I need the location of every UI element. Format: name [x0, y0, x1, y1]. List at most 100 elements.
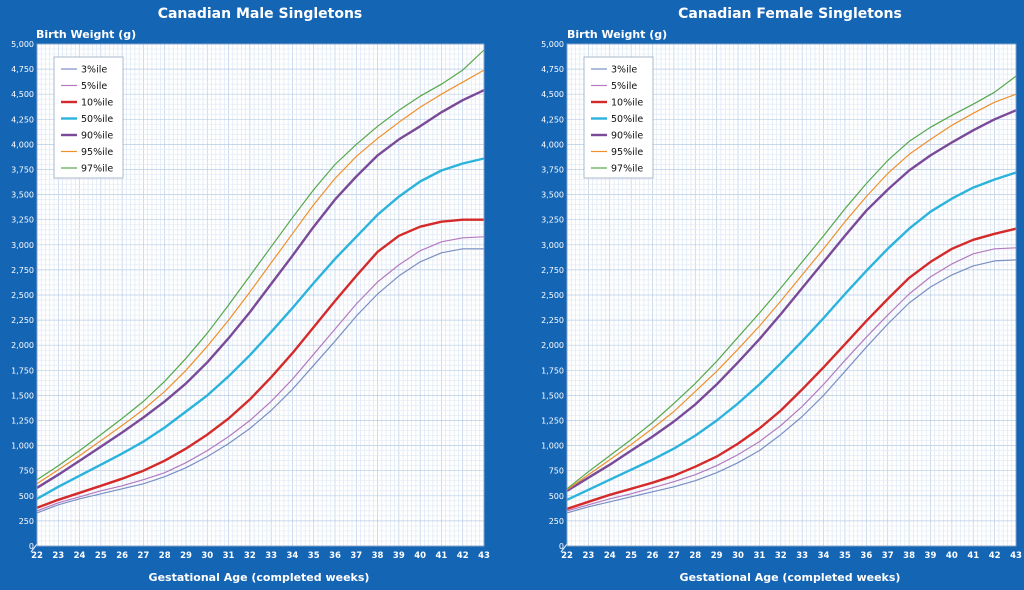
- y-tick-label: 2,250: [541, 316, 564, 325]
- y-tick-label: 4,750: [11, 65, 34, 74]
- y-tick-label: 1,250: [11, 417, 34, 426]
- x-tick-label: 38: [903, 551, 915, 561]
- x-tick-label: 31: [223, 551, 235, 561]
- x-tick-label: 34: [818, 551, 830, 561]
- y-tick-label: 1,500: [541, 391, 564, 400]
- y-tick-label: 1,750: [541, 366, 564, 375]
- y-tick-label: 500: [19, 492, 34, 501]
- axis-break-mark: [30, 543, 38, 553]
- y-tick-label: 4,500: [11, 90, 34, 99]
- y-tick-labels: 0 250 500 750 1,000 1,250 1,500 1,750 2,000 2,250…: [11, 40, 34, 551]
- x-tick-label: 26: [647, 551, 659, 561]
- x-tick-label: 27: [138, 551, 150, 561]
- series-line-10pct: [566, 227, 1017, 511]
- x-tick-label: 43: [478, 551, 490, 561]
- x-tick-label: 41: [436, 551, 448, 561]
- x-tick-label: 39: [393, 551, 405, 561]
- x-tick-label: 37: [882, 551, 894, 561]
- plot-border: [566, 43, 1017, 547]
- x-tick-label: 40: [946, 551, 958, 561]
- x-tick-label: 22: [561, 551, 573, 561]
- series-lines: [566, 75, 1017, 514]
- series-line-95pct: [36, 69, 485, 485]
- y-tick-label: 2,500: [541, 291, 564, 300]
- series-line-5pct: [36, 236, 485, 512]
- x-tick-label: 41: [967, 551, 979, 561]
- x-axis-label: Gestational Age (completed weeks): [680, 571, 901, 584]
- y-tick-label: 2,000: [11, 341, 34, 350]
- series-line-97pct: [566, 75, 1017, 490]
- x-tick-label: 33: [265, 551, 277, 561]
- y-tick-label: 250: [549, 517, 564, 526]
- legend-entry: 50%ile: [611, 114, 643, 125]
- x-tick-label: 25: [625, 551, 637, 561]
- legend-entry: 97%ile: [611, 164, 643, 175]
- series-line-90pct: [36, 89, 485, 489]
- x-tick-label: 28: [689, 551, 701, 561]
- series-line-5pct: [566, 247, 1017, 512]
- y-tick-label: 2,250: [11, 316, 34, 325]
- x-tick-label: 24: [74, 551, 86, 561]
- y-tick-label: 0: [559, 542, 564, 551]
- plot-area: 0 250 500 750 1,000 1,250 1,500 1,750 2,000 2,250…: [11, 40, 490, 561]
- x-tick-label: 23: [52, 551, 64, 561]
- y-tick-label: 1,750: [11, 366, 34, 375]
- x-tick-label: 40: [414, 551, 426, 561]
- y-tick-label: 2,750: [541, 266, 564, 275]
- series-line-50pct: [36, 157, 485, 500]
- y-tick-label: 4,000: [541, 140, 564, 149]
- x-tick-label: 29: [711, 551, 723, 561]
- y-tick-label: 2,750: [11, 266, 34, 275]
- y-tick-label: 3,750: [541, 166, 564, 175]
- y-tick-label: 4,250: [11, 115, 34, 124]
- series-line-10pct: [36, 218, 484, 509]
- y-tick-label: 1,500: [11, 391, 34, 400]
- y-tick-label: 4,750: [541, 65, 564, 74]
- axis-break-mark: [560, 543, 568, 553]
- x-tick-label: 22: [31, 551, 43, 561]
- y-tick-label: 0: [29, 542, 34, 551]
- legend: 3%ile 5%ile 10%ile 50%ile 90%ile 95%ile 97%ile: [53, 56, 124, 179]
- y-tick-label: 3,500: [11, 191, 34, 200]
- plot-area: 0 250 500 750 1,000 1,250 1,500 1,750 2,000 2,250…: [541, 40, 1022, 561]
- plot-border: [36, 43, 485, 547]
- legend-entry: 90%ile: [81, 131, 113, 142]
- legend-entry: 95%ile: [611, 147, 643, 158]
- series-line-50pct: [566, 171, 1017, 501]
- chart-female: Canadian Female Singletons Birth Weight …: [541, 6, 1022, 584]
- x-tick-label: 36: [329, 551, 341, 561]
- x-tick-label: 29: [180, 551, 192, 561]
- legend-entry: 10%ile: [611, 98, 643, 109]
- legend-entry: 10%ile: [81, 98, 113, 109]
- y-axis-label: Birth Weight (g): [567, 28, 667, 41]
- y-tick-label: 3,500: [541, 191, 564, 200]
- x-tick-label: 42: [457, 551, 469, 561]
- legend-entry: 5%ile: [81, 81, 107, 92]
- x-tick-label: 38: [372, 551, 384, 561]
- legend-entry: 3%ile: [81, 65, 107, 76]
- y-tick-label: 4,500: [541, 90, 564, 99]
- y-tick-label: 5,000: [541, 40, 564, 49]
- y-tick-label: 4,250: [541, 115, 564, 124]
- x-tick-label: 34: [287, 551, 299, 561]
- y-axis-label: Birth Weight (g): [36, 28, 136, 41]
- x-tick-label: 24: [604, 551, 616, 561]
- series-lines: [36, 49, 485, 514]
- y-tick-label: 3,250: [541, 216, 564, 225]
- y-tick-labels: 0 250 500 750 1,000 1,250 1,500 1,750 2,000 2,250…: [541, 40, 564, 551]
- legend-entry: 3%ile: [611, 65, 637, 76]
- x-tick-label: 35: [839, 551, 851, 561]
- y-tick-label: 3,000: [11, 241, 34, 250]
- series-line-97pct: [36, 49, 485, 481]
- series-line-3pct: [36, 248, 484, 514]
- y-tick-label: 2,000: [541, 341, 564, 350]
- x-tick-label: 31: [754, 551, 766, 561]
- x-axis-label: Gestational Age (completed weeks): [149, 571, 370, 584]
- y-tick-label: 1,000: [11, 442, 34, 451]
- legend-entry: 97%ile: [81, 164, 113, 175]
- x-tick-label: 32: [775, 551, 787, 561]
- y-tick-label: 3,750: [11, 166, 34, 175]
- legend-entry: 5%ile: [611, 81, 637, 92]
- legend: 3%ile 5%ile 10%ile 50%ile 90%ile 95%ile 97%ile: [583, 56, 654, 179]
- y-tick-label: 4,000: [11, 140, 34, 149]
